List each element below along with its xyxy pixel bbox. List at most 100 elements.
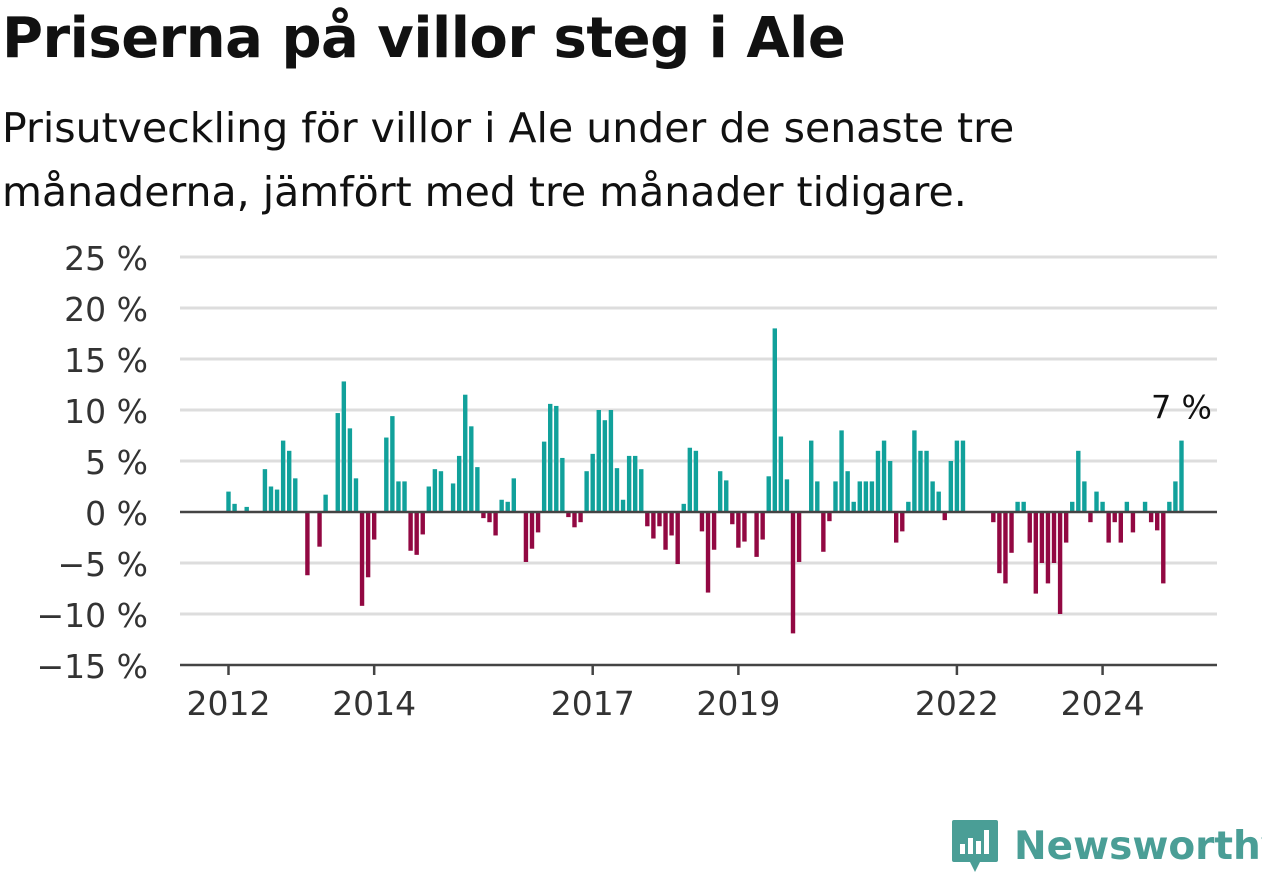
bar xyxy=(1094,491,1099,512)
bar xyxy=(669,512,674,536)
bar xyxy=(778,436,784,512)
bar xyxy=(645,512,650,527)
bar xyxy=(596,410,601,512)
bar xyxy=(353,478,359,512)
bar xyxy=(1161,512,1166,584)
y-axis-ticks: 25 % 20 % 15 % 10 % 5 % 0 % −5 % −10 % −15 % xyxy=(37,239,149,686)
bar xyxy=(287,450,292,512)
bar xyxy=(657,512,662,527)
bar xyxy=(584,471,589,512)
bar xyxy=(936,491,941,512)
bar xyxy=(663,512,668,550)
annotations: 7 % xyxy=(1151,389,1212,427)
brand-logo: Newsworthy xyxy=(950,818,1262,874)
bar xyxy=(906,501,911,512)
bar xyxy=(1112,512,1117,523)
bar xyxy=(1088,512,1093,523)
bar xyxy=(487,512,492,523)
bar xyxy=(402,481,407,512)
y-tick-label: −15 % xyxy=(37,647,149,686)
bar xyxy=(548,403,553,512)
bar xyxy=(414,512,419,555)
bar xyxy=(1003,512,1008,584)
bar xyxy=(918,450,923,512)
bar xyxy=(639,469,644,512)
x-tick-label: 2019 xyxy=(696,684,780,723)
bar xyxy=(456,455,462,512)
bar xyxy=(924,450,929,512)
bar xyxy=(693,450,699,512)
bar xyxy=(226,491,231,512)
bar xyxy=(675,512,680,565)
bar xyxy=(1033,512,1039,594)
bar xyxy=(408,512,413,551)
bar xyxy=(1148,512,1154,523)
bar xyxy=(335,413,340,512)
bar xyxy=(954,440,960,512)
bar xyxy=(359,512,365,606)
bar xyxy=(1124,501,1130,512)
bar xyxy=(1057,512,1063,614)
bar-chart: 25 % 20 % 15 % 10 % 5 % 0 % −5 % −10 % −15 % 201… xyxy=(37,239,1217,723)
bar xyxy=(438,471,444,512)
bar xyxy=(1021,501,1026,512)
bar xyxy=(863,481,869,512)
bar xyxy=(469,426,474,512)
bar xyxy=(499,499,504,512)
last-value-label: 7 % xyxy=(1151,389,1212,427)
bar xyxy=(268,486,274,512)
bar xyxy=(948,461,954,512)
y-tick-label: 25 % xyxy=(64,239,148,278)
bar xyxy=(766,476,771,512)
bar xyxy=(608,410,614,512)
brand-name: Newsworthy xyxy=(1014,823,1262,869)
x-tick-label: 2012 xyxy=(187,684,271,723)
bar xyxy=(651,512,656,539)
bar xyxy=(626,455,632,512)
bar xyxy=(887,461,893,512)
bar xyxy=(450,483,456,512)
bar xyxy=(991,512,996,523)
y-tick-label: 15 % xyxy=(64,341,148,380)
bar xyxy=(244,506,249,512)
bar xyxy=(839,430,844,512)
x-tick-label: 2022 xyxy=(915,684,999,723)
bar xyxy=(1142,501,1148,512)
bar xyxy=(851,501,856,512)
bar xyxy=(730,512,735,525)
chart-title: Priserna på villor steg i Ale xyxy=(2,6,846,71)
bar xyxy=(900,512,905,532)
bar xyxy=(426,486,432,512)
gridlines xyxy=(180,255,1217,616)
bar xyxy=(833,481,838,512)
bar xyxy=(784,479,790,512)
newsworthy-logo-icon xyxy=(952,820,998,872)
bar xyxy=(754,512,759,557)
bar xyxy=(857,481,862,512)
bar xyxy=(590,453,595,512)
bar xyxy=(845,471,850,512)
bar xyxy=(614,468,620,512)
bar xyxy=(1106,512,1111,543)
bar xyxy=(809,440,814,512)
bar xyxy=(1070,501,1075,512)
y-tick-label: 5 % xyxy=(85,443,148,482)
bar xyxy=(493,512,498,536)
axes xyxy=(180,510,1217,667)
bar xyxy=(875,450,881,512)
bar xyxy=(572,512,577,528)
bar xyxy=(560,457,565,512)
bar xyxy=(1082,481,1087,512)
y-tick-label: −5 % xyxy=(58,545,149,584)
bar xyxy=(790,512,796,634)
bar xyxy=(1009,512,1014,553)
bar xyxy=(681,503,686,512)
bar xyxy=(620,499,626,512)
bar xyxy=(1027,512,1032,543)
bar xyxy=(317,512,322,547)
bar xyxy=(1051,512,1057,563)
y-tick-label: 0 % xyxy=(85,494,148,533)
bar xyxy=(1130,512,1136,533)
bar xyxy=(554,405,559,512)
bar xyxy=(341,381,347,512)
